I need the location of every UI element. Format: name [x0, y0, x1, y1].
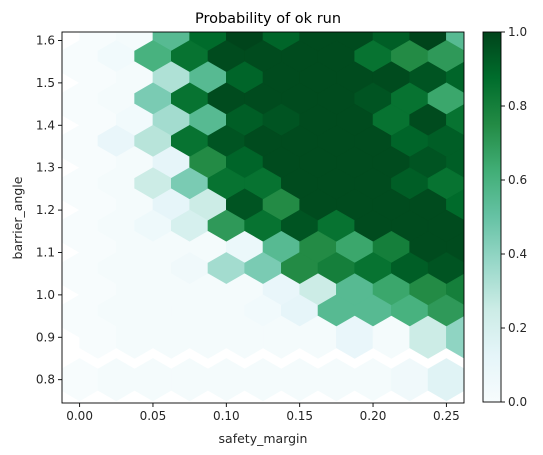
plot-frame [61, 31, 465, 404]
hex-cell [171, 358, 209, 402]
hex-cell [354, 358, 392, 402]
chart-title: Probability of ok run [195, 11, 341, 27]
x-axis-label: safety_margin [219, 431, 308, 446]
colorbar-ticks: 0.0 0.2 0.4 0.6 0.8 1.0 [501, 25, 527, 409]
hex-cell [134, 358, 172, 402]
hex-cell [501, 125, 538, 167]
x-tick-label: 0.00 [66, 409, 93, 423]
y-tick-label: 1.3 [36, 161, 55, 175]
x-tick-label: 0.05 [140, 409, 167, 423]
hex-cell [501, 41, 538, 83]
y-tick-label: 1.0 [36, 288, 55, 302]
y-tick-label: 1.2 [36, 203, 55, 217]
hex-cell [446, 316, 464, 359]
hexbin-cells [62, 32, 543, 402]
hex-cell [62, 358, 99, 402]
colorbar-tick-label: 0.2 [508, 321, 527, 335]
y-tick-label: 1.6 [36, 33, 55, 47]
colorbar-tick-label: 0.0 [508, 395, 527, 409]
y-tick-label: 1.4 [36, 118, 55, 132]
colorbar-tick-label: 0.4 [508, 247, 527, 261]
colorbar [482, 31, 502, 403]
hex-cell [317, 358, 356, 402]
hex-cell [520, 62, 543, 104]
colorbar-tick-label: 0.6 [508, 173, 527, 187]
x-axis: 0.00 0.05 0.10 0.15 0.20 0.25 [66, 403, 460, 423]
y-axis: 0.8 0.9 1.0 1.1 1.2 1.3 1.4 1.5 1.6 [36, 33, 62, 387]
y-tick-label: 1.1 [36, 245, 55, 259]
y-axis-label: barrier_angle [10, 176, 25, 259]
hex-cell [244, 358, 282, 402]
hex-cell [538, 359, 543, 401]
hex-cell [391, 358, 429, 402]
x-tick-label: 0.15 [286, 409, 313, 423]
hex-cell [520, 189, 543, 231]
colorbar-tick-label: 1.0 [508, 25, 527, 39]
y-tick-label: 0.8 [36, 373, 55, 387]
x-tick-label: 0.20 [360, 409, 387, 423]
y-tick-label: 0.9 [36, 330, 55, 344]
hex-cell [97, 358, 135, 402]
hex-cell [427, 358, 464, 402]
x-tick-label: 0.25 [433, 409, 460, 423]
hex-cell [281, 358, 319, 402]
colorbar-tick-label: 0.8 [508, 99, 527, 113]
hex-cell [538, 210, 543, 252]
hex-cell [520, 274, 543, 316]
x-tick-label: 0.10 [213, 409, 240, 423]
hex-cell [207, 358, 245, 402]
y-tick-label: 1.5 [36, 76, 55, 90]
